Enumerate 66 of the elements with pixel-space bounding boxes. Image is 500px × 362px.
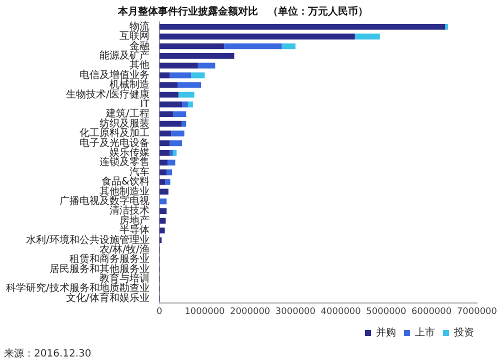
y-tick-label: 互联网 [119, 30, 150, 42]
bar [159, 102, 182, 108]
x-tick-label: 2000000 [230, 306, 270, 317]
bar [198, 62, 216, 69]
y-tick-label: 文化/体育和娱乐业 [66, 292, 150, 304]
bar [172, 150, 177, 156]
x-tick-label: 7000000 [456, 306, 498, 317]
y-tick-label: 电子及光电设备 [79, 136, 150, 149]
bar [224, 43, 282, 50]
bar [159, 111, 173, 118]
x-tick-label: 1000000 [184, 306, 226, 317]
bar [159, 53, 234, 59]
bar [182, 102, 188, 108]
bar [282, 43, 296, 50]
bar [165, 179, 170, 185]
bar [159, 43, 224, 50]
bar [159, 92, 178, 98]
bar [159, 120, 182, 127]
bar [182, 120, 186, 127]
y-tick-label: 广播电视及数字电视 [59, 194, 150, 207]
y-tick-label: 水利/环境和公共设施管理业 [26, 234, 150, 246]
y-tick-label: 房地产 [119, 214, 150, 226]
x-tick-label: 6000000 [412, 306, 452, 317]
bar [159, 208, 167, 214]
x-tick-label: 5000000 [366, 306, 407, 317]
bar [170, 150, 173, 156]
bar [170, 72, 192, 78]
bar [159, 82, 178, 88]
x-tick-label: 0 [156, 306, 162, 317]
bar [178, 82, 202, 88]
bar [354, 34, 380, 40]
bar [159, 72, 170, 78]
legend-label: 并购 [376, 326, 396, 339]
y-tick-label: 娱乐传媒 [109, 146, 150, 158]
bar [159, 169, 167, 176]
bar [159, 140, 170, 146]
bar [188, 102, 193, 108]
y-tick-label: 纺织及服装 [99, 117, 150, 130]
bar [159, 198, 167, 204]
legend-label: 投资 [453, 326, 474, 339]
bar [159, 24, 446, 30]
y-tick-label: IT [140, 99, 150, 110]
bar [159, 179, 166, 185]
bar [159, 188, 168, 195]
bar [171, 130, 184, 136]
bar [159, 228, 165, 234]
bar [159, 130, 172, 136]
bar [445, 24, 448, 30]
bar [159, 62, 198, 69]
source-note: 来源：2016.12.30 [4, 348, 92, 360]
chart-title: 本月整体事件行业披露金额对比 （单位：万元人民币） [117, 6, 368, 18]
legend-label: 上市 [415, 326, 435, 339]
bar [159, 160, 168, 166]
bar [170, 140, 182, 146]
x-tick-label: 3000000 [275, 306, 316, 317]
bar [168, 160, 176, 166]
bar [159, 150, 170, 156]
bar [159, 34, 355, 40]
y-tick-label: 汽车 [129, 166, 150, 178]
y-tick-label: 生物技术/医疗健康 [66, 88, 150, 100]
x-tick-label: 4000000 [320, 306, 362, 317]
bar [166, 169, 172, 176]
bar [172, 111, 186, 118]
bar [178, 92, 194, 98]
bar [191, 72, 205, 78]
y-tick-label: 物流 [129, 20, 150, 32]
